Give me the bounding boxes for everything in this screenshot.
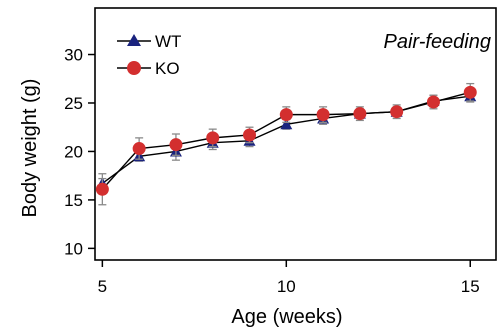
legend-wt-triangle-marker — [127, 34, 141, 46]
x-tick-label: 15 — [461, 277, 480, 296]
data-point-wt — [280, 118, 293, 130]
x-axis-ticks: 5 10 15 — [98, 260, 480, 296]
legend-ko-circle-marker — [127, 61, 141, 75]
data-point-ko — [463, 85, 477, 99]
data-point-ko — [132, 142, 146, 156]
y-tick-label: 20 — [64, 142, 83, 161]
legend: WT KO — [117, 32, 181, 78]
x-tick-label: 10 — [277, 277, 296, 296]
y-tick-label: 30 — [64, 46, 83, 65]
series-ko — [95, 82, 477, 206]
x-axis-title: Age (weeks) — [231, 306, 342, 328]
data-point-ko — [316, 108, 330, 122]
data-point-ko — [169, 138, 183, 152]
legend-ko-label: KO — [155, 59, 180, 78]
y-tick-label: 25 — [64, 94, 83, 113]
data-point-ko — [243, 128, 257, 142]
data-point-ko — [390, 105, 404, 119]
y-axis-title: Body weight (g) — [19, 79, 41, 218]
series-layer — [95, 82, 477, 206]
condition-annotation: Pair-feeding — [384, 31, 491, 53]
data-point-ko — [353, 107, 367, 121]
data-point-ko — [95, 182, 109, 196]
x-tick-label: 5 — [98, 277, 107, 296]
legend-item-ko: KO — [117, 59, 180, 78]
data-point-ko — [426, 95, 440, 109]
y-tick-label: 10 — [64, 239, 83, 258]
y-axis-ticks: 10 15 20 25 30 — [64, 46, 95, 258]
legend-wt-label: WT — [155, 32, 181, 51]
series-wt — [96, 89, 477, 189]
y-tick-label: 15 — [64, 191, 83, 210]
legend-item-wt: WT — [117, 32, 181, 51]
data-point-ko — [279, 108, 293, 122]
plot-frame — [94, 7, 497, 261]
data-point-ko — [206, 131, 220, 145]
